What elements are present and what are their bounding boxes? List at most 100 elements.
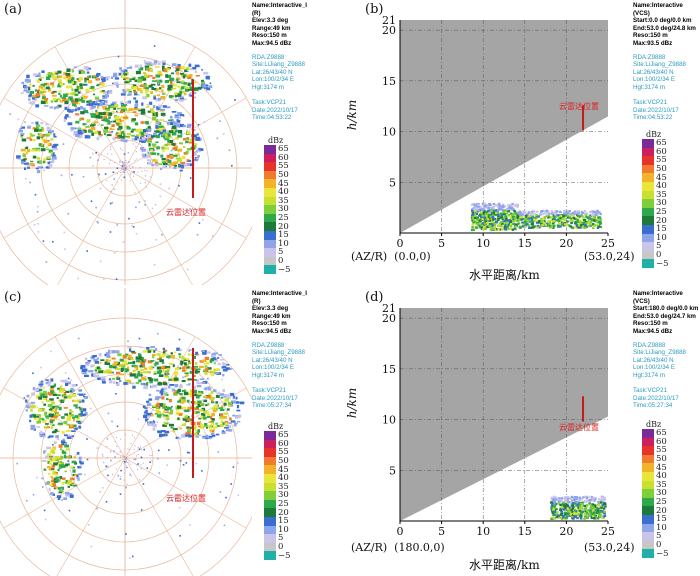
legend-value: 25 <box>656 207 667 218</box>
legend-row: 0 <box>642 250 669 260</box>
legend-row: 20 <box>642 216 669 225</box>
info-line: Lon:100/2/34 E <box>252 364 294 372</box>
legend-row: 55 <box>642 446 669 455</box>
info-line: Max:94.5 dBz <box>633 327 673 335</box>
info-line: Range:49 km <box>252 24 291 32</box>
info-line: RDA:Z9888 <box>252 53 285 61</box>
legend-value: 25 <box>656 497 667 508</box>
legend-row: 65 <box>264 431 291 440</box>
legend-title: dBz <box>646 420 662 429</box>
info-line: Start:180.0 deg/0.0 km <box>633 305 699 313</box>
y-tick-label: 21 <box>382 14 396 27</box>
legend-swatch <box>264 162 276 171</box>
legend-value: 50 <box>278 456 289 467</box>
y-tick-label: 5 <box>389 464 396 477</box>
legend-value: 65 <box>656 138 667 149</box>
unscanned-region <box>400 116 608 233</box>
x-tick-label: 10 <box>476 237 490 250</box>
legend-swatch <box>264 542 276 552</box>
legend-value: 55 <box>656 445 667 456</box>
legend-value: 20 <box>656 215 667 226</box>
legend-row: 25 <box>264 213 291 223</box>
legend-row: 45 <box>642 173 669 182</box>
info-line: Range:49 km <box>252 312 291 320</box>
info-line: Site:LiJiang_Z9888 <box>633 349 686 357</box>
y-tick-label: 15 <box>382 75 396 88</box>
x-tick-label: 25 <box>601 525 615 538</box>
panel-label: (c) <box>4 290 22 305</box>
legend-value: −5 <box>656 258 669 269</box>
legend-row: 50 <box>642 164 669 174</box>
legend-swatch <box>642 471 654 481</box>
x-tick-label: 25 <box>601 237 615 250</box>
info-line: Hgt:3174 m <box>252 371 284 379</box>
legend-value: 15 <box>656 514 667 525</box>
legend-value: 10 <box>278 238 289 249</box>
panel-d: (d) 0 5 10 15 20 25 5 10 15 20 21 h/km 云雷达位置 水平距离/… <box>345 288 700 576</box>
legend-value: 30 <box>278 490 289 501</box>
legend-row: 65 <box>264 145 291 154</box>
legend-row: 60 <box>264 439 291 449</box>
info-line: Time:04:53:22 <box>633 114 673 122</box>
legend-swatch <box>264 534 276 543</box>
legend-row: 60 <box>642 147 669 157</box>
info-line: Max:93.5 dBz <box>633 39 673 47</box>
info-line: (VCS) <box>633 297 650 305</box>
info-block: Name:Interactive_I (R) Elev:3.3 deg Range:4… <box>252 290 342 410</box>
legend-swatch <box>264 448 276 457</box>
grid <box>400 20 608 233</box>
panel-a: (a) 云雷达位置 Name:Interactive_I (R) Elev:3.3 … <box>0 0 345 285</box>
legend-swatch <box>264 170 276 180</box>
panel-b: (b) 0 5 10 15 20 25 5 10 15 20 21 h/km 云雷达位置 水平距离/… <box>345 0 700 285</box>
legend-row: 45 <box>264 465 291 474</box>
legend-row: 55 <box>642 156 669 165</box>
legend-swatch <box>642 224 654 234</box>
info-line: Lon:100/2/34 E <box>633 76 675 84</box>
legend-swatch <box>642 199 654 208</box>
legend-swatch <box>264 473 276 483</box>
info-line: (R) <box>252 297 261 305</box>
legend-row: 5 <box>264 534 291 543</box>
info-line: Task:VCP21 <box>633 387 668 395</box>
legend-row: 25 <box>264 499 291 509</box>
legend-row: 5 <box>642 242 669 251</box>
info-line: Reso:150 m <box>633 320 668 328</box>
legend-value: 10 <box>656 232 667 243</box>
legend-row: 30 <box>642 489 669 498</box>
legend-value: 40 <box>278 187 289 198</box>
y-axis-label: h/km <box>345 387 360 419</box>
legend-row: 50 <box>264 456 291 467</box>
panel-label: (a) <box>4 2 22 17</box>
info-line: Name:Interactive <box>633 290 683 297</box>
x-left-note: (AZ/R) (180.0,0) <box>351 541 445 554</box>
legend-swatch <box>264 551 276 560</box>
legend-swatch <box>642 156 654 165</box>
radar-location-label: 云雷达位置 <box>166 494 206 503</box>
legend-row: 35 <box>642 190 669 200</box>
echo-field <box>9 45 236 280</box>
legend-swatch <box>642 164 654 174</box>
legend-row: 20 <box>264 508 291 517</box>
legend-row: 35 <box>642 480 669 490</box>
azimuth-line <box>3 97 126 169</box>
info-line: Hgt:3174 m <box>633 371 665 379</box>
legend-swatch <box>264 145 276 154</box>
legend-value: 15 <box>278 516 289 527</box>
info-line: RDA:Z9888 <box>633 341 666 349</box>
legend-value: 35 <box>278 195 289 206</box>
info-line: End:53.0 deg/24.8 km <box>633 24 696 32</box>
legend-row: 45 <box>264 179 291 188</box>
unscanned-region <box>400 416 608 521</box>
range-ring <box>0 27 252 285</box>
info-line: (VCS) <box>633 9 650 17</box>
legend-row: 15 <box>264 516 291 527</box>
legend-swatch <box>264 525 276 535</box>
legend-swatch <box>642 437 654 447</box>
legend-value: 40 <box>656 471 667 482</box>
legend-value: 45 <box>656 462 667 473</box>
legend-swatch <box>264 205 276 214</box>
echo-field <box>16 332 245 559</box>
x-left-note: (AZ/R) (0.0,0) <box>351 250 431 263</box>
